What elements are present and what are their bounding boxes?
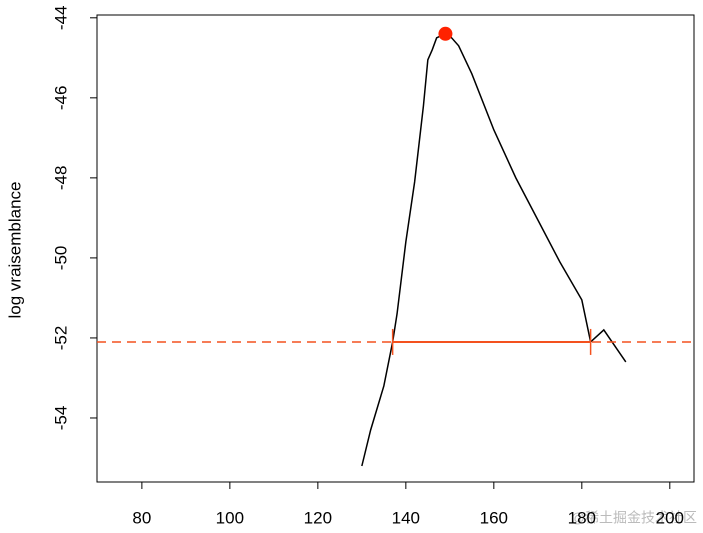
x-tick-label: 160 xyxy=(480,508,508,527)
y-tick-label: -50 xyxy=(51,246,70,271)
x-tick-label: 80 xyxy=(132,508,151,527)
x-tick-label: 140 xyxy=(392,508,420,527)
x-tick-label: 100 xyxy=(216,508,244,527)
x-tick-label: 120 xyxy=(304,508,332,527)
y-tick-label: -52 xyxy=(51,326,70,351)
y-tick-label: -54 xyxy=(51,406,70,431)
y-axis-label: log vraisemblance xyxy=(5,181,24,318)
y-tick-label: -48 xyxy=(51,166,70,191)
watermark: @稀土掘金技术社区 xyxy=(571,510,697,526)
max-point xyxy=(438,26,453,41)
y-tick-label: -46 xyxy=(51,86,70,111)
y-tick-label: -44 xyxy=(51,6,70,31)
x-tick-label: 200 xyxy=(656,508,684,527)
likelihood-curve xyxy=(361,32,627,467)
x-tick-label: 180 xyxy=(568,508,596,527)
plot-frame xyxy=(96,14,695,483)
